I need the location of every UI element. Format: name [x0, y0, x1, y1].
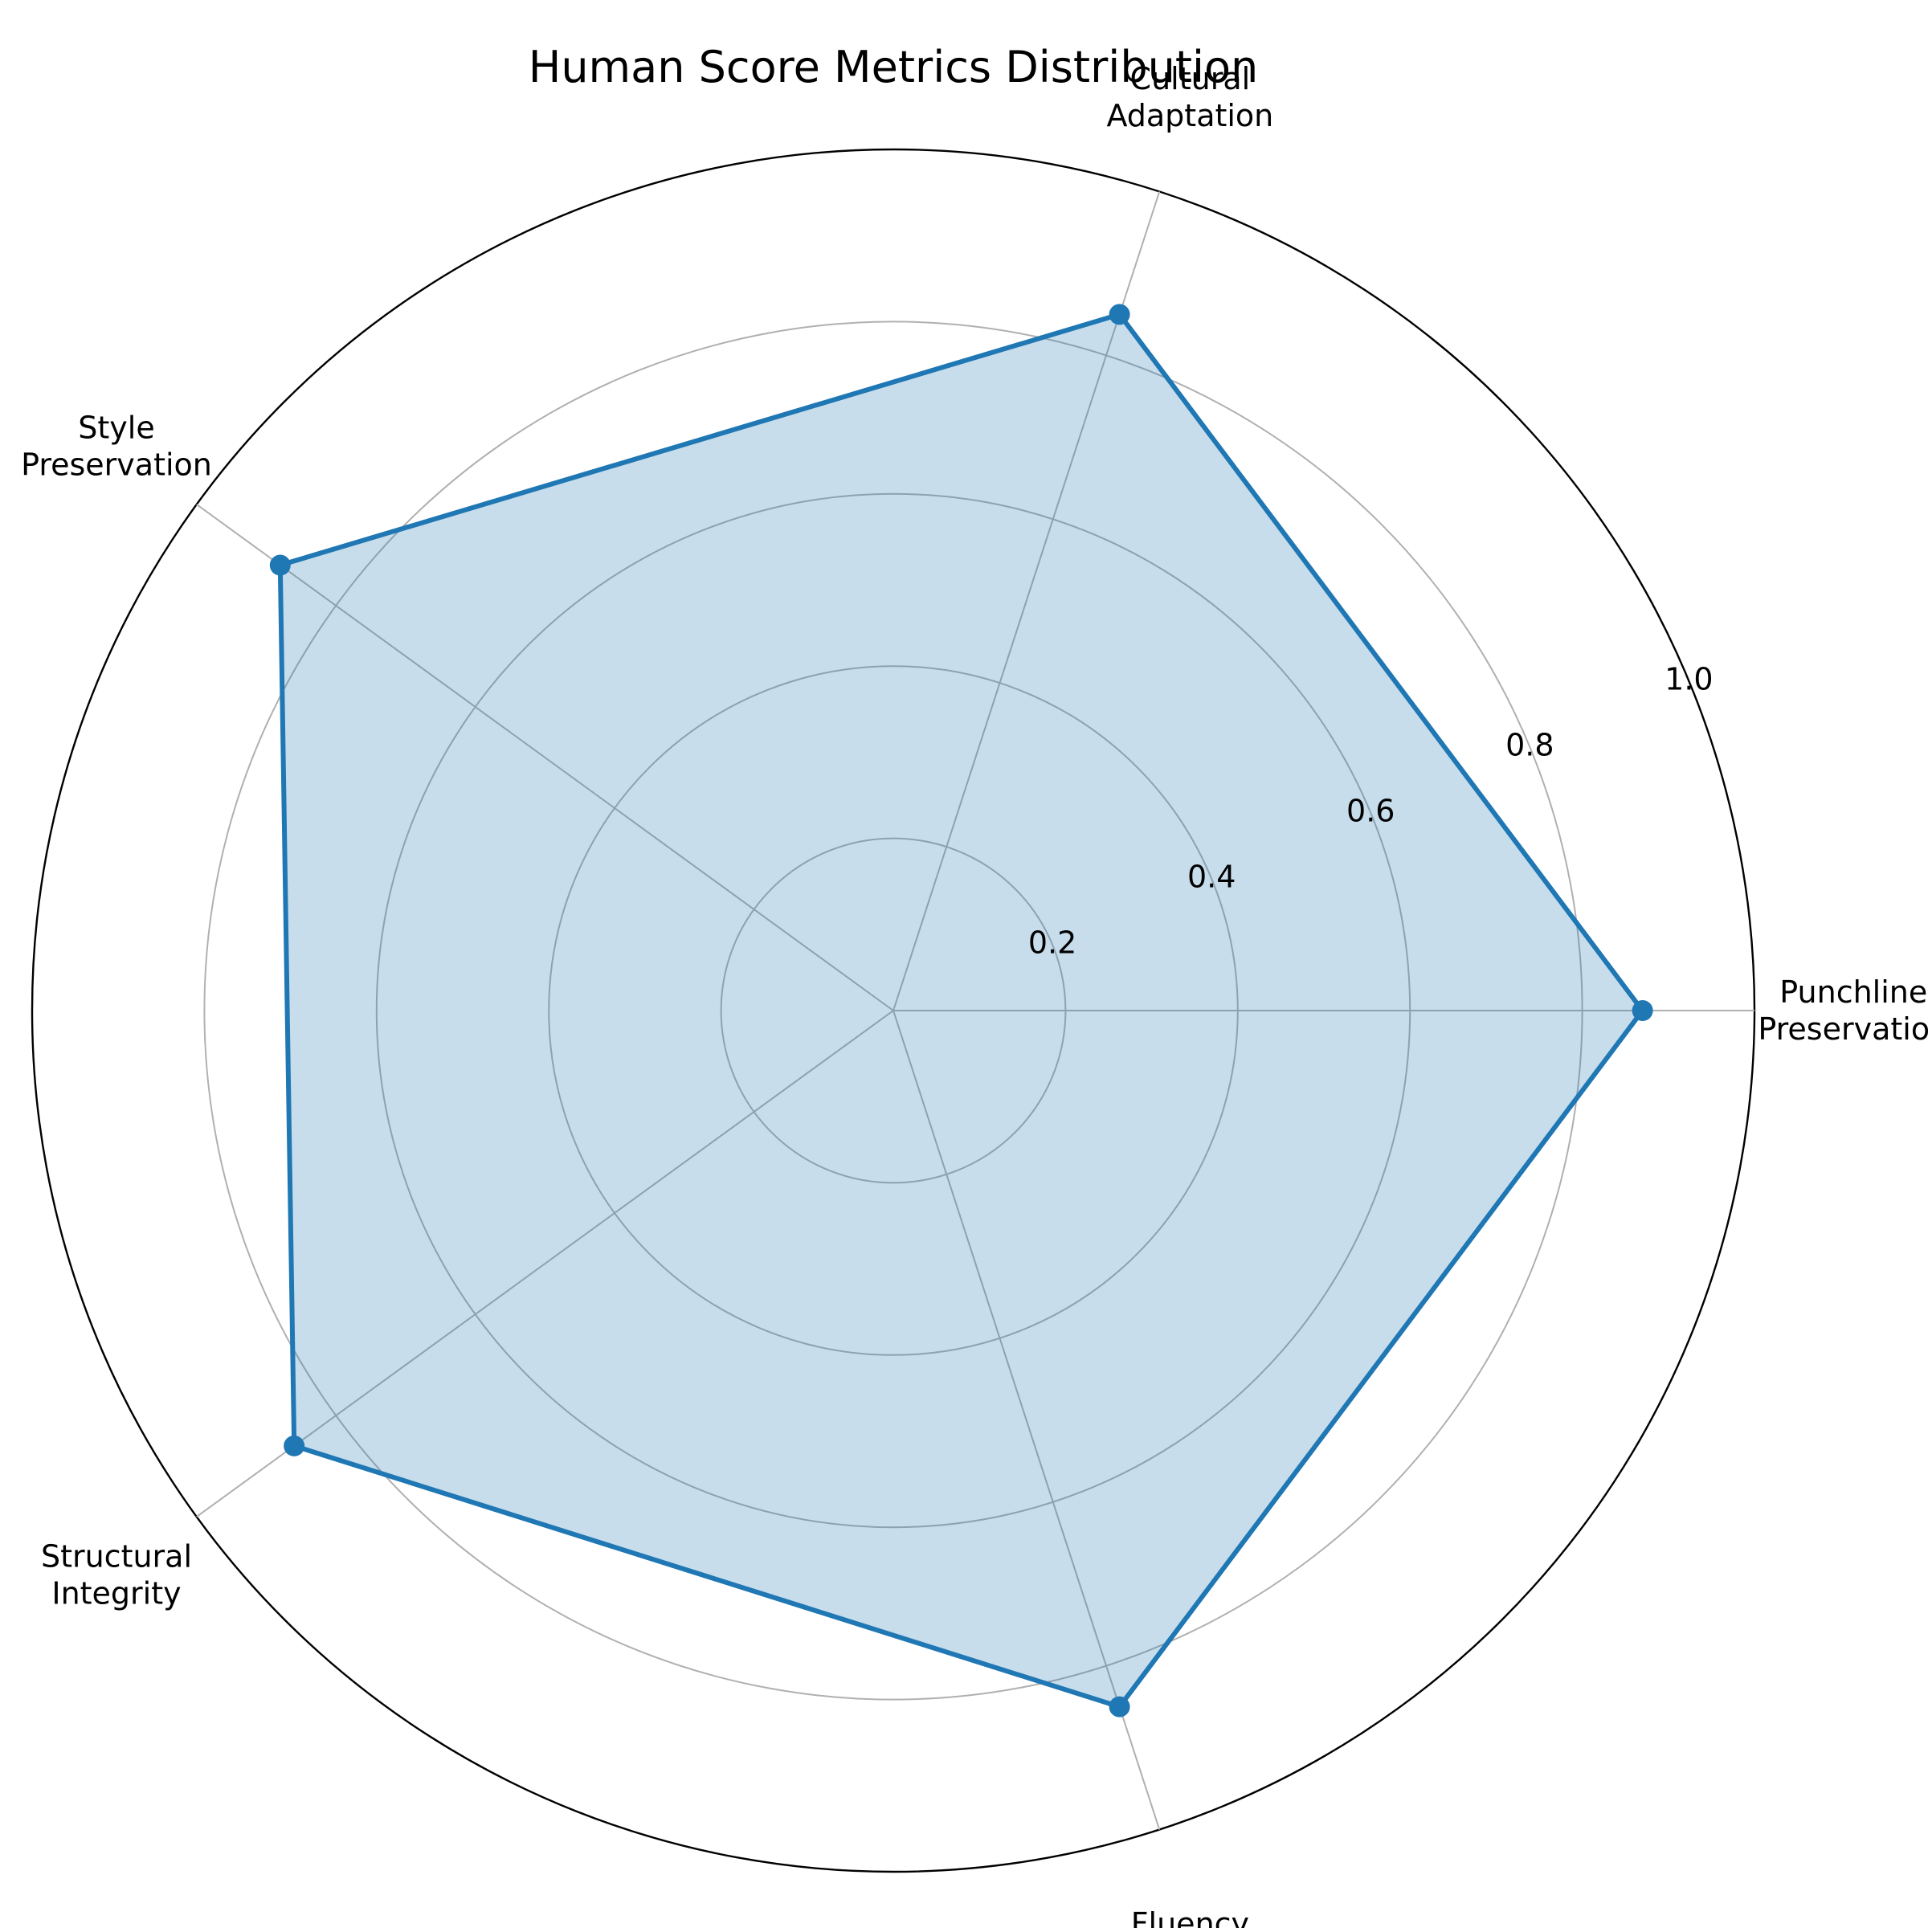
radial-tick-label: 0.8: [1505, 727, 1554, 762]
radial-tick-label: 0.2: [1028, 925, 1076, 960]
data-point: [1109, 1696, 1130, 1718]
data-point: [269, 554, 291, 576]
category-label: Fluency: [1131, 1906, 1249, 1928]
angular-gridline: [893, 1010, 1161, 1830]
category-label-line: Punchline: [1779, 974, 1927, 1010]
category-label: Cultural Adaptation: [1106, 61, 1273, 133]
category-label-line: Style: [78, 410, 154, 445]
angular-gridline: [196, 504, 894, 1011]
data-point: [1632, 1000, 1653, 1021]
angular-gridline: [893, 191, 1161, 1011]
series-area-fill: [280, 314, 1643, 1707]
data-point: [284, 1435, 305, 1456]
category-label: Style Preservation: [21, 410, 212, 482]
radial-tick-label: 1.0: [1665, 661, 1713, 696]
radial-tick-label: 0.4: [1187, 859, 1236, 894]
series-line: [277, 312, 1645, 1709]
data-point: [1109, 304, 1130, 325]
category-label-line: Preservation: [1758, 1011, 1928, 1047]
category-label-line: Fluency: [1131, 1906, 1249, 1928]
grid-layer: [31, 148, 1756, 1873]
category-label-line: Cultural: [1130, 61, 1251, 96]
angular-gridline: [196, 1010, 894, 1517]
category-label-line: Structural: [41, 1539, 192, 1575]
radial-tick-label: 0.6: [1346, 793, 1395, 828]
category-label-line: Integrity: [51, 1576, 181, 1611]
category-label-line: Adaptation: [1106, 98, 1273, 133]
label-layer: 0.20.40.60.81.0PunchlinePreservationCult…: [21, 61, 1928, 1932]
chart-title: Human Score Metrics Distribution: [529, 42, 1259, 92]
category-label: PunchlinePreservation: [1758, 974, 1928, 1047]
category-label-line: Preservation: [21, 447, 212, 482]
category-label: Structural Integrity: [41, 1539, 192, 1611]
series-layer: [269, 304, 1653, 1718]
